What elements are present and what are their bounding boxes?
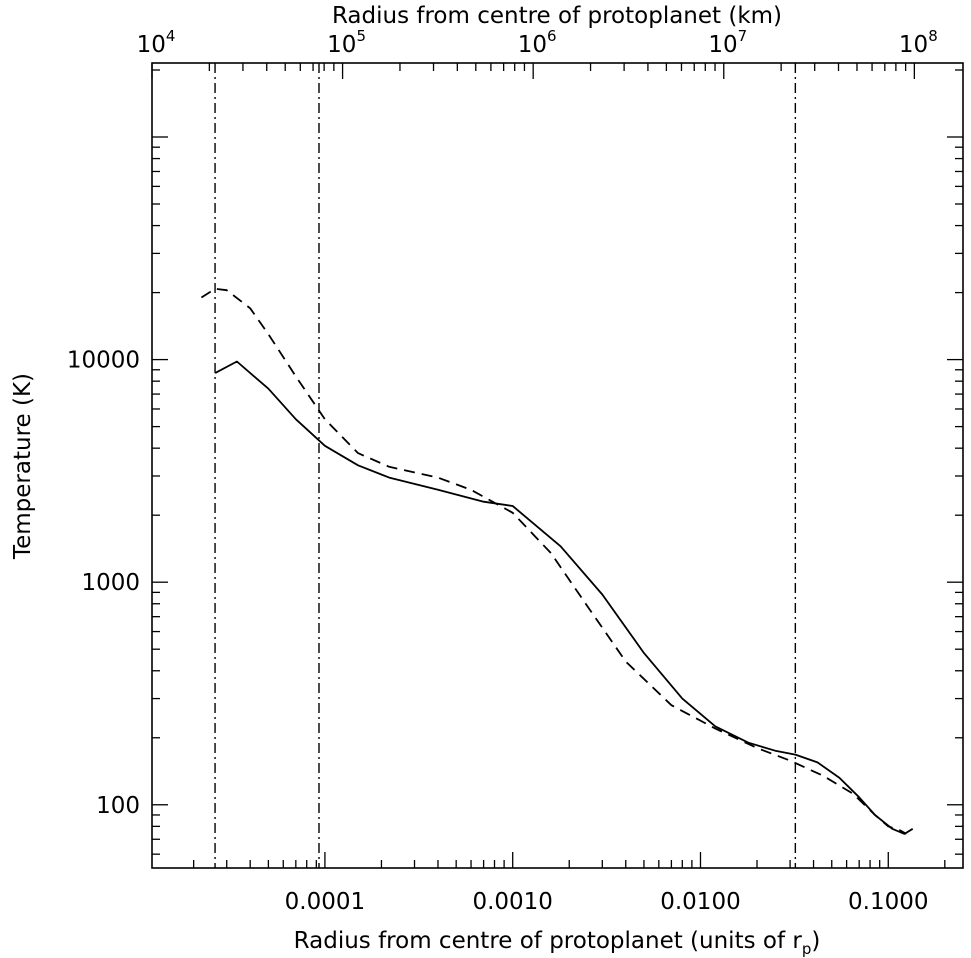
data-series — [200, 287, 914, 835]
bottom-x-tick-label: 0.0001 — [285, 889, 365, 915]
top-x-tick-label: 105 — [327, 27, 366, 58]
vertical-reference-lines — [214, 63, 797, 868]
x-axis-title-top: Radius from centre of protoplanet (km) — [332, 3, 782, 29]
bottom-x-tick-label: 0.1000 — [848, 889, 928, 915]
bottom-x-tick-label: 0.0010 — [472, 889, 552, 915]
x-axis-title-bottom-subscript: p — [802, 940, 812, 958]
top-x-tick-label: 107 — [708, 27, 747, 58]
series-line-solid — [214, 360, 914, 835]
series-line-dashed — [200, 287, 907, 835]
tick-labels: 0.0001 0.0010 0.0100 0.1000 104 105 106 107 108 1… — [67, 27, 938, 915]
plot-frame — [151, 62, 964, 869]
top-x-tick-label: 108 — [899, 27, 938, 58]
x-axis-title-bottom: Radius from centre of protoplanet (units… — [294, 928, 821, 958]
top-x-tick-label: 106 — [518, 27, 557, 58]
x-axis-title-bottom-main: Radius from centre of protoplanet (units… — [294, 928, 803, 954]
bottom-x-tick-label: 0.0100 — [660, 889, 740, 915]
top-x-tick-label: 104 — [137, 27, 176, 58]
y-tick-label: 100 — [96, 793, 140, 819]
axis-ticks — [151, 63, 963, 868]
y-tick-label: 1000 — [81, 570, 140, 596]
y-tick-label: 10000 — [67, 348, 140, 374]
y-axis-title: Temperature (K) — [10, 373, 36, 560]
x-axis-title-bottom-end: ) — [811, 928, 820, 954]
